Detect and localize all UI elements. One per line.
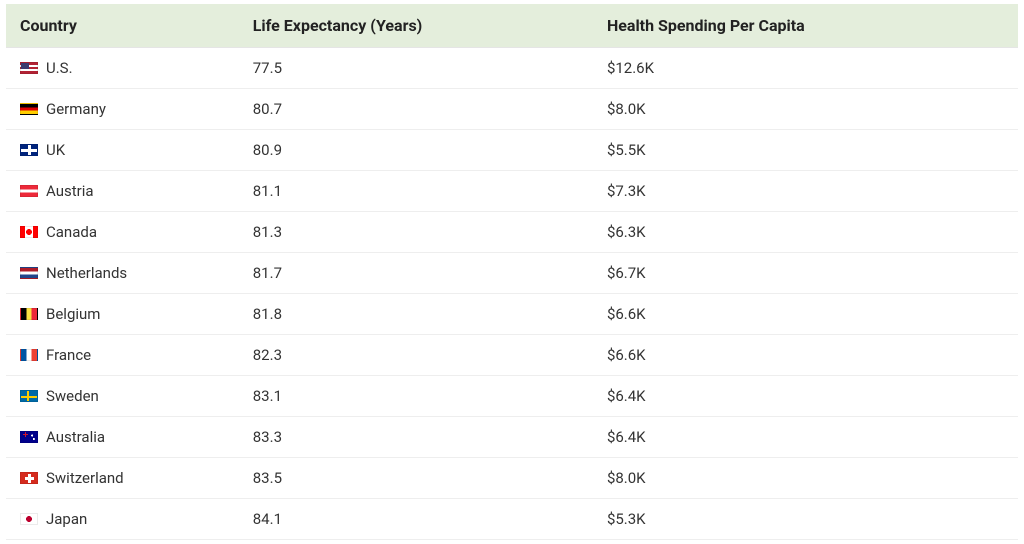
cell-health-spending: $6.4K: [593, 376, 1018, 417]
at-flag-icon: [20, 185, 38, 197]
country-label: U.S.: [46, 59, 73, 77]
au-flag-icon: [20, 431, 38, 443]
col-life-expectancy: Life Expectancy (Years): [239, 4, 593, 48]
cell-life-expectancy: 80.9: [239, 130, 593, 171]
cell-country: Austria: [6, 171, 239, 212]
cell-health-spending: $8.0K: [593, 458, 1018, 499]
col-health-spending: Health Spending Per Capita: [593, 4, 1018, 48]
table-row: Austria 81.1$7.3K: [6, 171, 1018, 212]
cell-country: Germany: [6, 89, 239, 130]
country-label: Canada: [46, 223, 97, 241]
table-row: Netherlands 81.7$6.7K: [6, 253, 1018, 294]
cell-health-spending: $5.5K: [593, 130, 1018, 171]
cell-country: Sweden: [6, 376, 239, 417]
cell-life-expectancy: 81.8: [239, 294, 593, 335]
cell-country: Netherlands: [6, 253, 239, 294]
table-header: Country Life Expectancy (Years) Health S…: [6, 4, 1018, 48]
cell-country: UK: [6, 130, 239, 171]
country-label: Netherlands: [46, 264, 127, 282]
fr-flag-icon: [20, 349, 38, 361]
country-label: Germany: [46, 100, 106, 118]
cell-health-spending: $12.6K: [593, 48, 1018, 89]
country-label: Switzerland: [46, 469, 124, 487]
se-flag-icon: [20, 390, 38, 402]
table-row: Japan 84.1$5.3K: [6, 499, 1018, 540]
country-label: Austria: [46, 182, 94, 200]
ca-flag-icon: [20, 226, 38, 238]
cell-health-spending: $6.6K: [593, 335, 1018, 376]
cell-country: Australia: [6, 417, 239, 458]
cell-life-expectancy: 83.3: [239, 417, 593, 458]
health-table: Country Life Expectancy (Years) Health S…: [6, 4, 1018, 540]
cell-health-spending: $5.3K: [593, 499, 1018, 540]
ch-flag-icon: [20, 472, 38, 484]
cell-life-expectancy: 81.1: [239, 171, 593, 212]
cell-country: Belgium: [6, 294, 239, 335]
table-body: U.S.77.5$12.6KGermany80.7$8.0KUK80.9$5.5…: [6, 48, 1018, 540]
country-label: Australia: [46, 428, 105, 446]
country-label: Belgium: [46, 305, 100, 323]
cell-life-expectancy: 77.5: [239, 48, 593, 89]
nl-flag-icon: [20, 267, 38, 279]
cell-life-expectancy: 82.3: [239, 335, 593, 376]
table-row: Australia 83.3$6.4K: [6, 417, 1018, 458]
country-label: UK: [46, 141, 65, 159]
table-row: Canada 81.3$6.3K: [6, 212, 1018, 253]
cell-life-expectancy: 80.7: [239, 89, 593, 130]
cell-life-expectancy: 83.5: [239, 458, 593, 499]
country-label: France: [46, 346, 91, 364]
table-row: UK 80.9$5.5K: [6, 130, 1018, 171]
cell-health-spending: $6.3K: [593, 212, 1018, 253]
cell-life-expectancy: 81.7: [239, 253, 593, 294]
cell-health-spending: $6.4K: [593, 417, 1018, 458]
de-flag-icon: [20, 103, 38, 115]
jp-flag-icon: [20, 513, 38, 525]
uk-flag-icon: [20, 144, 38, 156]
cell-country: Japan: [6, 499, 239, 540]
cell-life-expectancy: 81.3: [239, 212, 593, 253]
country-label: Sweden: [46, 387, 99, 405]
table-row: Sweden 83.1$6.4K: [6, 376, 1018, 417]
cell-country: U.S.: [6, 48, 239, 89]
cell-life-expectancy: 84.1: [239, 499, 593, 540]
cell-country: Switzerland: [6, 458, 239, 499]
cell-health-spending: $7.3K: [593, 171, 1018, 212]
table-row: Belgium 81.8$6.6K: [6, 294, 1018, 335]
table-row: Germany 80.7$8.0K: [6, 89, 1018, 130]
col-country: Country: [6, 4, 239, 48]
table-row: U.S. 77.5$12.6K: [6, 48, 1018, 89]
cell-health-spending: $6.6K: [593, 294, 1018, 335]
table-row: Switzerland 83.5$8.0K: [6, 458, 1018, 499]
cell-country: Canada: [6, 212, 239, 253]
cell-life-expectancy: 83.1: [239, 376, 593, 417]
cell-country: France: [6, 335, 239, 376]
table-row: France 82.3$6.6K: [6, 335, 1018, 376]
cell-health-spending: $6.7K: [593, 253, 1018, 294]
us-flag-icon: [20, 62, 38, 74]
be-flag-icon: [20, 308, 38, 320]
country-label: Japan: [46, 510, 87, 528]
cell-health-spending: $8.0K: [593, 89, 1018, 130]
